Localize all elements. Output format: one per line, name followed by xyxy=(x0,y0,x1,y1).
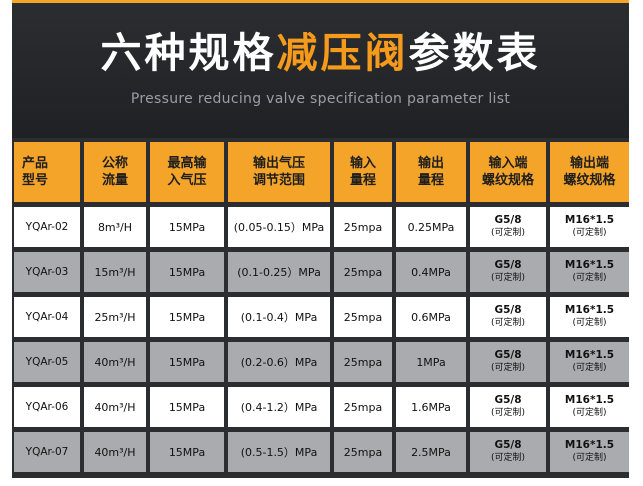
cell-pressure-range: (0.2-0.6）MPa xyxy=(228,342,330,382)
page-subtitle: Pressure reducing valve specification pa… xyxy=(130,91,511,107)
table-row: YQAr-05 40m³/H 15MPa (0.2-0.6）MPa 25mpa 1MPa G… xyxy=(14,342,629,382)
thread-spec: G5/8 xyxy=(494,394,522,406)
table-row: YQAr-02 8m³/H 15MPa (0.05-0.15）MPa 25mpa 0.25… xyxy=(14,207,629,247)
cell-input-range: 25mpa xyxy=(334,342,392,382)
cell-model: YQAr-03 xyxy=(14,252,80,292)
thread-spec: M16*1.5 xyxy=(564,349,615,361)
table-row: YQAr-04 25m³/H 15MPa (0.1-0.4）MPa 25mpa 0.6MP… xyxy=(14,297,629,337)
cell-model: YQAr-02 xyxy=(14,207,80,247)
cell-output-range: 0.6MPa xyxy=(396,297,466,337)
header-cell-input-range: 输入 量程 xyxy=(334,142,392,202)
cell-out-thread: M16*1.5 (可定制) xyxy=(550,432,629,472)
cell-in-thread: G5/8 (可定制) xyxy=(470,207,546,247)
header-cell-range: 输出气压 调节范围 xyxy=(228,142,330,202)
cell-input-range: 25mpa xyxy=(334,387,392,427)
customizable-note: (可定制) xyxy=(572,363,607,373)
cell-output-range: 0.25MPa xyxy=(396,207,466,247)
title-highlight: 减压阀 xyxy=(276,29,409,77)
cell-output-range: 1MPa xyxy=(396,342,466,382)
thread-spec: G5/8 xyxy=(494,349,522,361)
customizable-note: (可定制) xyxy=(490,273,526,283)
cell-pressure-range: (0.05-0.15）MPa xyxy=(228,207,330,247)
cell-pressure-range: (0.1-0.25）MPa xyxy=(228,252,330,292)
thread-spec: M16*1.5 xyxy=(564,259,615,271)
thread-spec: G5/8 xyxy=(494,214,522,226)
title-part-1: 六种规格 xyxy=(100,29,277,77)
cell-out-thread: M16*1.5 (可定制) xyxy=(550,207,629,247)
cell-in-thread: G5/8 (可定制) xyxy=(470,432,546,472)
cell-in-thread: G5/8 (可定制) xyxy=(470,387,546,427)
cell-output-range: 1.6MPa xyxy=(396,387,466,427)
thread-spec: M16*1.5 xyxy=(564,304,615,316)
cell-output-range: 2.5MPa xyxy=(396,432,466,472)
cell-model: YQAr-05 xyxy=(14,342,80,382)
thread-spec: M16*1.5 xyxy=(564,439,615,451)
table-body: YQAr-02 8m³/H 15MPa (0.05-0.15）MPa 25mpa 0.25… xyxy=(14,207,629,472)
table-header-row: 产品 型号 公称 流量 最高输 入气压 输出气压 调节范围 输入 量程 输出 量程 输入端螺… xyxy=(14,142,629,202)
customizable-note: (可定制) xyxy=(572,408,607,418)
cell-flow: 25m³/H xyxy=(84,297,146,337)
cell-input-range: 25mpa xyxy=(334,432,392,472)
cell-in-thread: G5/8 (可定制) xyxy=(470,342,546,382)
bottom-border xyxy=(12,472,629,478)
cell-output-range: 0.4MPa xyxy=(396,252,466,292)
cell-max-input: 15MPa xyxy=(150,432,224,472)
cell-input-range: 25mpa xyxy=(334,252,392,292)
cell-out-thread: M16*1.5 (可定制) xyxy=(550,297,629,337)
cell-max-input: 15MPa xyxy=(150,297,224,337)
header-cell-in-thread: 输入端 螺纹规格 xyxy=(470,142,546,202)
thread-spec: G5/8 xyxy=(494,439,522,451)
customizable-note: (可定制) xyxy=(572,273,607,283)
cell-pressure-range: (0.4-1.2）MPa xyxy=(228,387,330,427)
cell-out-thread: M16*1.5 (可定制) xyxy=(550,252,629,292)
thread-spec: M16*1.5 xyxy=(564,214,615,226)
table-row: YQAr-03 15m³/H 15MPa (0.1-0.25）MPa 25mpa 0.4M… xyxy=(14,252,629,292)
customizable-note: (可定制) xyxy=(490,318,526,328)
cell-model: YQAr-04 xyxy=(14,297,80,337)
customizable-note: (可定制) xyxy=(572,453,607,463)
thread-spec: G5/8 xyxy=(494,304,522,316)
cell-max-input: 15MPa xyxy=(150,342,224,382)
header-cell-model: 产品 型号 xyxy=(14,142,80,202)
customizable-note: (可定制) xyxy=(490,228,526,238)
header-banner: 六种规格减压阀参数表 Pressure reducing valve speci… xyxy=(12,0,629,138)
cell-model: YQAr-06 xyxy=(14,387,80,427)
customizable-note: (可定制) xyxy=(490,453,526,463)
cell-flow: 40m³/H xyxy=(84,342,146,382)
cell-pressure-range: (0.1-0.4）MPa xyxy=(228,297,330,337)
spec-table-container: 产品 型号 公称 流量 最高输 入气压 输出气压 调节范围 输入 量程 输出 量程 输入端螺… xyxy=(12,138,629,476)
cell-flow: 40m³/H xyxy=(84,432,146,472)
cell-out-thread: M16*1.5 (可定制) xyxy=(550,342,629,382)
customizable-note: (可定制) xyxy=(490,363,526,373)
table-row: YQAr-06 40m³/H 15MPa (0.4-1.2）MPa 25mpa 1.6MP… xyxy=(14,387,629,427)
customizable-note: (可定制) xyxy=(572,318,607,328)
cell-pressure-range: (0.5-1.5）MPa xyxy=(228,432,330,472)
header-cell-out-thread: 输出端 螺纹规格 xyxy=(550,142,629,202)
thread-spec: M16*1.5 xyxy=(564,394,615,406)
cell-in-thread: G5/8 (可定制) xyxy=(470,297,546,337)
cell-flow: 8m³/H xyxy=(84,207,146,247)
customizable-note: (可定制) xyxy=(490,408,526,418)
thread-spec: G5/8 xyxy=(494,259,522,271)
cell-max-input: 15MPa xyxy=(150,387,224,427)
cell-flow: 15m³/H xyxy=(84,252,146,292)
cell-max-input: 15MPa xyxy=(150,207,224,247)
header-cell-flow: 公称 流量 xyxy=(84,142,146,202)
header-cell-max-input: 最高输 入气压 xyxy=(150,142,224,202)
title-part-2: 参数表 xyxy=(408,29,541,77)
cell-model: YQAr-07 xyxy=(14,432,80,472)
cell-input-range: 25mpa xyxy=(334,297,392,337)
cell-max-input: 15MPa xyxy=(150,252,224,292)
cell-flow: 40m³/H xyxy=(84,387,146,427)
cell-in-thread: G5/8 (可定制) xyxy=(470,252,546,292)
spec-table: 产品 型号 公称 流量 最高输 入气压 输出气压 调节范围 输入 量程 输出 量程 输入端螺… xyxy=(10,137,633,477)
cell-out-thread: M16*1.5 (可定制) xyxy=(550,387,629,427)
table-row: YQAr-07 40m³/H 15MPa (0.5-1.5）MPa 25mpa 2.5MP… xyxy=(14,432,629,472)
customizable-note: (可定制) xyxy=(572,228,607,238)
header-cell-output-range: 输出 量程 xyxy=(396,142,466,202)
page-title: 六种规格减压阀参数表 xyxy=(12,27,629,79)
cell-input-range: 25mpa xyxy=(334,207,392,247)
